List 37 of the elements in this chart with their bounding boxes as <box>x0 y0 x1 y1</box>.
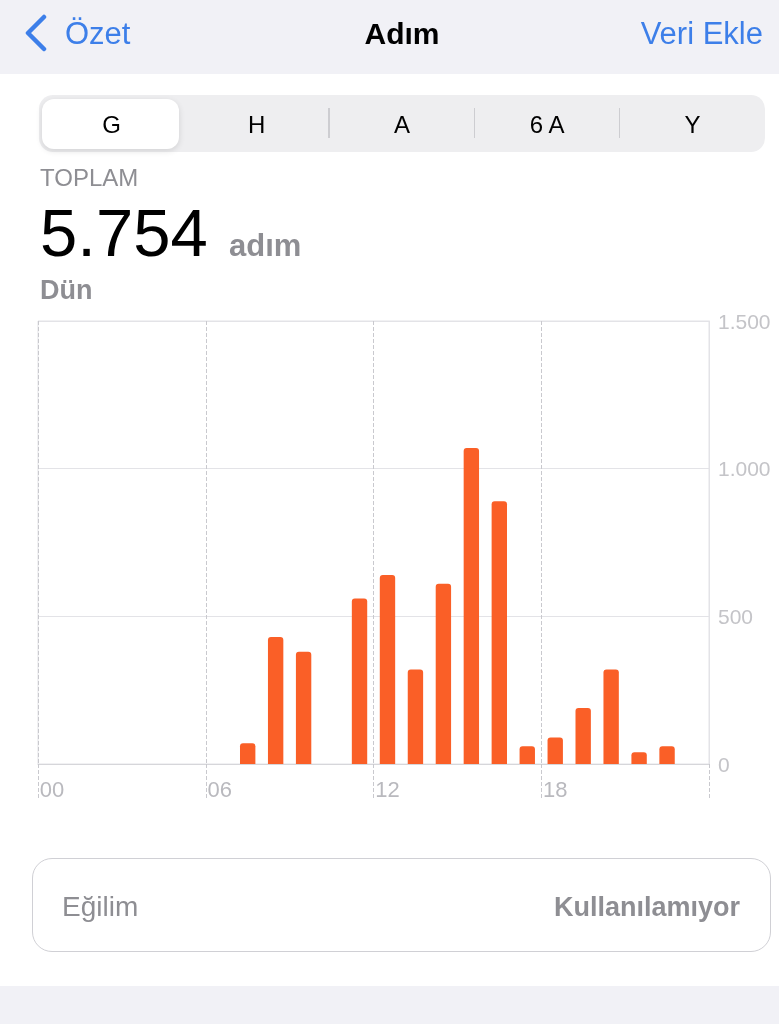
text: Dün <box>40 274 93 305</box>
text: H <box>247 111 267 139</box>
y-tick-label: 0 <box>718 752 730 776</box>
bar <box>351 598 368 764</box>
text: adım <box>229 228 302 264</box>
bar <box>603 669 619 764</box>
bar <box>240 743 256 764</box>
bar <box>379 574 396 764</box>
bar <box>575 707 591 764</box>
bar <box>547 737 563 764</box>
text: Eğilim <box>62 890 139 922</box>
y-tick-label: 1.500 <box>718 309 771 333</box>
text: G <box>101 111 122 139</box>
bar <box>295 651 312 764</box>
text: Y <box>683 111 702 139</box>
bar <box>463 447 480 764</box>
text: Veri Ekle <box>640 16 763 52</box>
bar <box>435 583 452 764</box>
bar <box>491 501 507 764</box>
x-tick-label: 06 <box>207 776 232 802</box>
text: A <box>392 111 411 139</box>
y-tick-label: 500 <box>718 604 754 628</box>
text: TOPLAM <box>40 164 139 192</box>
text: Kullanılamıyor <box>553 891 740 922</box>
chart-title: Adım <box>363 17 441 51</box>
text: 5.754 <box>40 195 208 271</box>
bar <box>659 746 675 764</box>
y-tick-label: 1.000 <box>718 457 771 481</box>
bar <box>631 752 647 764</box>
text: 6 A <box>528 111 566 139</box>
bar <box>407 669 424 764</box>
x-tick-label: 00 <box>39 776 65 802</box>
text: Özet <box>65 16 131 52</box>
bar <box>519 746 535 764</box>
x-tick-label: 18 <box>542 776 568 802</box>
x-tick-label: 12 <box>375 776 400 802</box>
bar <box>267 637 284 764</box>
